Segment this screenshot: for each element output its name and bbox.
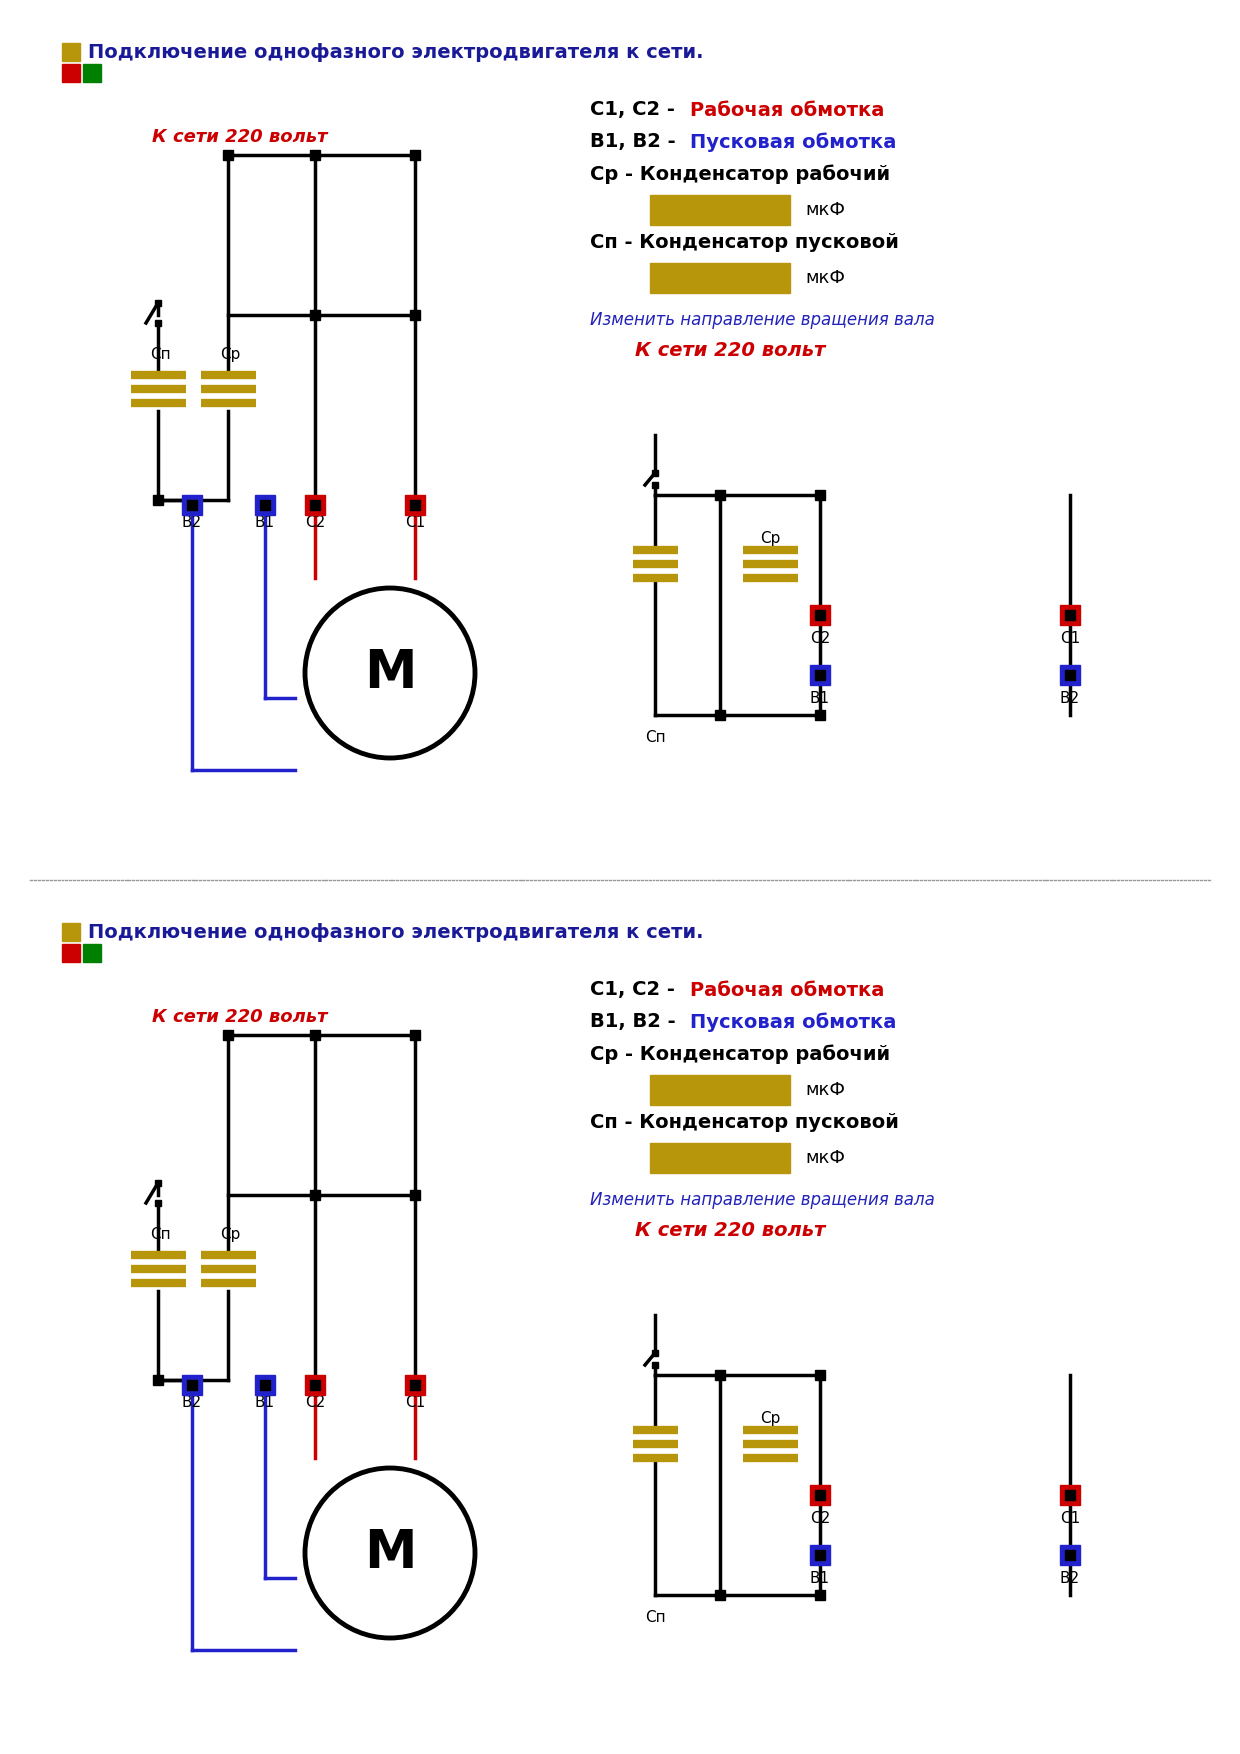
Text: C1: C1 [405,1394,425,1410]
Text: B1: B1 [255,1394,275,1410]
Text: М: М [363,1528,417,1579]
Text: B2: B2 [182,516,202,530]
Bar [182,495,202,516]
Bar [810,605,830,624]
Text: мкФ: мкФ [805,1149,844,1166]
Text: Рабочая обмотка: Рабочая обмотка [689,100,884,119]
Bar [182,1375,202,1394]
Text: К сети 220 вольт: К сети 220 вольт [635,340,825,360]
Text: Подключение однофазного электродвигателя к сети.: Подключение однофазного электродвигателя… [88,42,703,61]
Text: Рабочая обмотка: Рабочая обмотка [689,980,884,1000]
Text: мкФ: мкФ [805,1080,844,1100]
Bar [810,1486,830,1505]
Bar [1060,1486,1080,1505]
Text: Изменить направление вращения вала: Изменить направление вращения вала [590,310,935,330]
Text: B1: B1 [810,1572,830,1586]
Bar [650,1075,790,1105]
Text: Ср: Ср [760,1412,780,1426]
Text: Сп: Сп [150,1228,170,1242]
Bar [305,1375,325,1394]
Text: Пусковая обмотка: Пусковая обмотка [689,1012,897,1031]
Text: М: М [363,647,417,700]
Text: К сети 220 вольт: К сети 220 вольт [153,128,327,146]
Text: Сп: Сп [645,730,666,744]
Text: Ср - Конденсатор рабочий: Ср - Конденсатор рабочий [590,1044,890,1063]
Text: Сп - Конденсатор пусковой: Сп - Конденсатор пусковой [590,233,899,251]
Bar [1060,605,1080,624]
Text: B1, B2 -: B1, B2 - [590,133,682,151]
Bar [1060,665,1080,686]
Text: Сп: Сп [645,1610,666,1624]
Bar [405,495,425,516]
Bar [83,944,100,961]
Text: C2: C2 [305,516,325,530]
Text: Изменить направление вращения вала: Изменить направление вращения вала [590,1191,935,1209]
Bar [255,495,275,516]
Bar [650,263,790,293]
Text: К сети 220 вольт: К сети 220 вольт [635,1221,825,1240]
Text: C1: C1 [1060,1510,1080,1526]
Text: C1: C1 [405,516,425,530]
Bar [62,944,81,961]
Bar [62,44,81,61]
Text: B1: B1 [810,691,830,707]
Text: Ср: Ср [219,347,241,361]
Text: C2: C2 [810,631,830,645]
Bar [1060,1545,1080,1565]
Text: C1: C1 [1060,631,1080,645]
Bar [83,63,100,82]
Bar [405,1375,425,1394]
Text: Подключение однофазного электродвигателя к сети.: Подключение однофазного электродвигателя… [88,923,703,942]
Bar [650,1144,790,1173]
Text: мкФ: мкФ [805,202,844,219]
Text: C2: C2 [305,1394,325,1410]
Bar [62,923,81,940]
Text: C1, C2 -: C1, C2 - [590,980,682,1000]
Text: C1, C2 -: C1, C2 - [590,100,682,119]
Text: Сп: Сп [150,347,170,361]
Text: B1, B2 -: B1, B2 - [590,1012,682,1031]
Bar [305,495,325,516]
Text: Ср: Ср [760,531,780,547]
Bar [62,63,81,82]
Text: B1: B1 [255,516,275,530]
Text: B2: B2 [182,1394,202,1410]
Text: Ср - Конденсатор рабочий: Ср - Конденсатор рабочий [590,165,890,184]
Bar [810,665,830,686]
Text: C2: C2 [810,1510,830,1526]
Bar [650,195,790,225]
Bar [255,1375,275,1394]
Text: мкФ: мкФ [805,268,844,288]
Text: Ср: Ср [219,1228,241,1242]
Text: Сп - Конденсатор пусковой: Сп - Конденсатор пусковой [590,1112,899,1131]
Text: B2: B2 [1060,1572,1080,1586]
Text: B2: B2 [1060,691,1080,707]
Text: Пусковая обмотка: Пусковая обмотка [689,132,897,153]
Text: К сети 220 вольт: К сети 220 вольт [153,1009,327,1026]
Bar [810,1545,830,1565]
